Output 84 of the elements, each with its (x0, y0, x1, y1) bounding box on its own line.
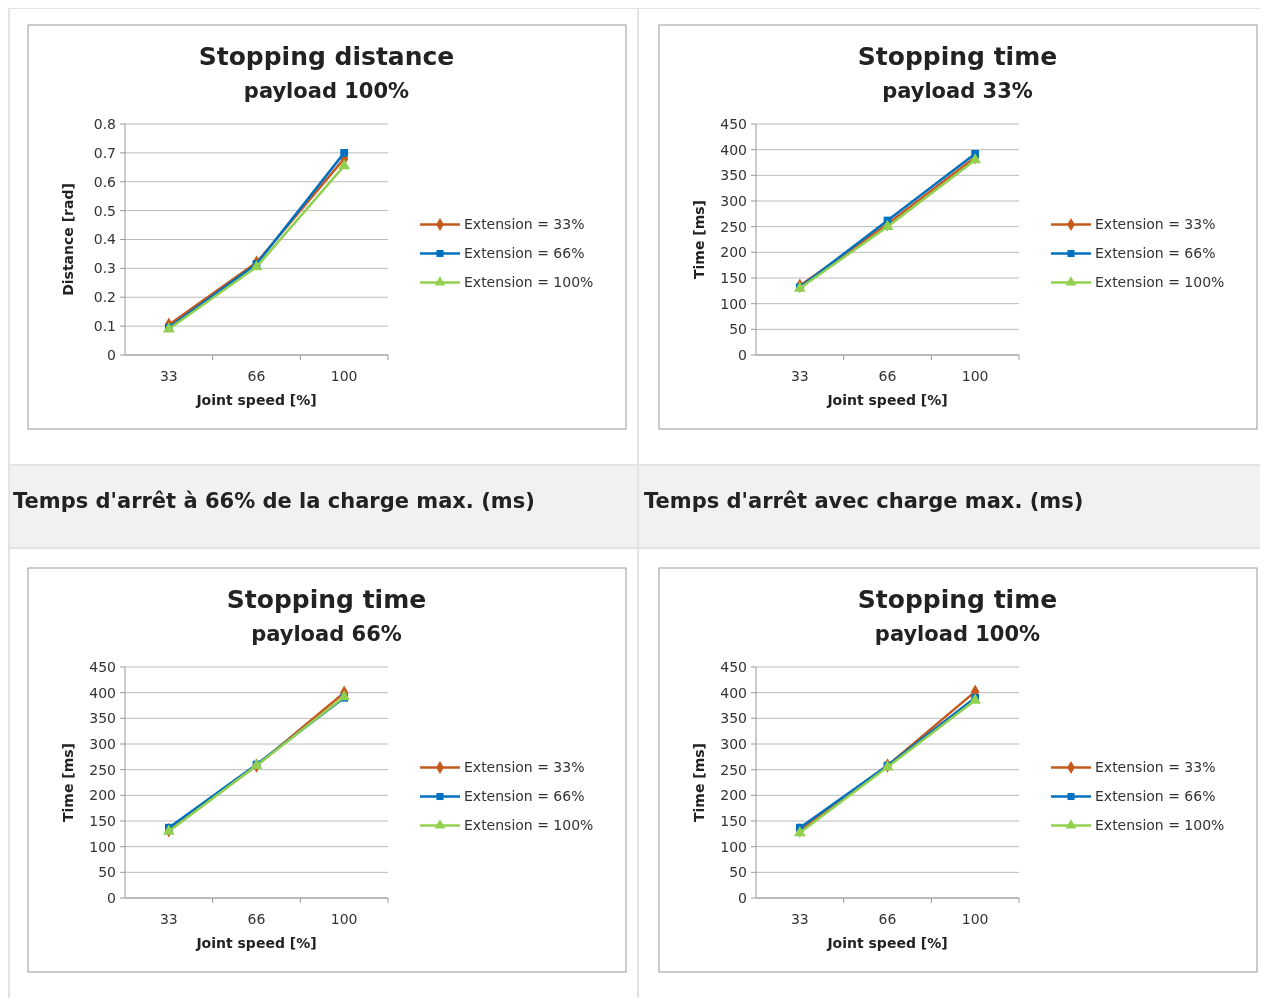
x-tick-label: 100 (961, 911, 989, 927)
y-tick-label: 150 (720, 269, 747, 286)
x-tick-label: 66 (247, 911, 266, 927)
y-tick-label: 400 (720, 141, 747, 158)
y-tick-label: 100 (89, 838, 116, 855)
legend-label: Extension = 66% (464, 788, 585, 805)
y-tick-label: 100 (720, 838, 747, 855)
y-tick-label: 200 (89, 787, 116, 804)
chart-title: Stopping distance (198, 42, 455, 71)
y-tick-label: 250 (89, 761, 116, 778)
x-tick-label: 100 (330, 911, 358, 927)
y-tick-label: 200 (720, 787, 747, 804)
y-tick-label: 0.2 (93, 289, 116, 306)
y-tick-label: 300 (720, 735, 747, 752)
text: Temps d'arrêt avec charge max. (ms) (644, 489, 1084, 513)
y-axis-title: Time [ms] (691, 199, 707, 280)
x-tick-label: 100 (961, 368, 989, 384)
x-tick-label: 33 (790, 911, 809, 927)
y-tick-label: 250 (720, 218, 747, 235)
y-tick-label: 350 (89, 710, 116, 727)
y-tick-label: 0 (107, 889, 116, 906)
y-tick-label: 400 (720, 684, 747, 701)
legend-label: Extension = 66% (1095, 788, 1216, 805)
x-tick-label: 33 (790, 368, 809, 384)
y-tick-label: 0.8 (93, 115, 116, 132)
y-tick-label: 0 (738, 346, 747, 363)
legend-label: Extension = 100% (464, 817, 594, 834)
legend-label: Extension = 33% (464, 216, 585, 233)
legend-label: Extension = 33% (1095, 759, 1216, 776)
y-tick-label: 450 (720, 658, 747, 675)
legend-label: Extension = 100% (1095, 817, 1225, 834)
chart-subtitle: payload 33% (882, 79, 1033, 103)
y-tick-label: 350 (720, 167, 747, 184)
x-axis-title: Joint speed [%] (826, 935, 948, 951)
y-tick-label: 0.5 (93, 202, 116, 219)
y-tick-label: 0.7 (93, 144, 116, 161)
y-tick-label: 300 (89, 735, 116, 752)
y-tick-label: 250 (720, 761, 747, 778)
y-axis-title: Time [ms] (60, 742, 76, 823)
chart-title: Stopping time (857, 585, 1058, 614)
y-tick-label: 50 (98, 864, 116, 881)
y-axis-title: Time [ms] (691, 742, 707, 823)
legend-label: Extension = 100% (464, 274, 594, 291)
point (338, 689, 351, 701)
chart-subtitle: payload 100% (243, 79, 410, 103)
legend-label: Extension = 66% (464, 245, 585, 262)
legend-label: Extension = 100% (1095, 274, 1225, 291)
y-tick-label: 50 (729, 864, 747, 881)
legend-label: Extension = 66% (1095, 245, 1216, 262)
legend-label: Extension = 33% (464, 759, 585, 776)
y-tick-label: 0.1 (93, 318, 116, 335)
y-tick-label: 0.3 (93, 260, 116, 277)
y-tick-label: 0.6 (93, 173, 117, 190)
y-tick-label: 150 (720, 812, 747, 829)
y-axis-title: Distance [rad] (60, 183, 76, 296)
y-tick-label: 0 (738, 889, 747, 906)
point (340, 149, 349, 157)
y-tick-label: 100 (720, 295, 747, 312)
chart-title: Stopping time (226, 585, 427, 614)
y-tick-label: 450 (89, 658, 116, 675)
y-tick-label: 50 (729, 321, 747, 338)
x-tick-label: 66 (878, 911, 897, 927)
y-tick-label: 0.4 (93, 231, 117, 248)
y-tick-label: 300 (720, 192, 747, 209)
x-tick-label: 100 (330, 368, 358, 384)
y-tick-label: 400 (89, 684, 116, 701)
x-axis-title: Joint speed [%] (195, 392, 317, 408)
y-tick-label: 450 (720, 115, 747, 132)
text: Temps d'arrêt à 66% de la charge max. (ms) (13, 489, 535, 513)
x-axis-title: Joint speed [%] (195, 935, 317, 951)
x-tick-label: 33 (159, 368, 178, 384)
x-tick-label: 33 (159, 911, 178, 927)
chart-subtitle: payload 100% (874, 622, 1041, 646)
y-tick-label: 0 (107, 346, 116, 363)
x-axis-title: Joint speed [%] (826, 392, 948, 408)
chart-title: Stopping time (857, 42, 1058, 71)
y-tick-label: 350 (720, 710, 747, 727)
x-tick-label: 66 (247, 368, 266, 384)
y-tick-label: 150 (89, 812, 116, 829)
chart-subtitle: payload 66% (251, 622, 402, 646)
y-tick-label: 200 (720, 244, 747, 261)
x-tick-label: 66 (878, 368, 897, 384)
point (338, 159, 351, 170)
legend-label: Extension = 33% (1095, 216, 1216, 233)
